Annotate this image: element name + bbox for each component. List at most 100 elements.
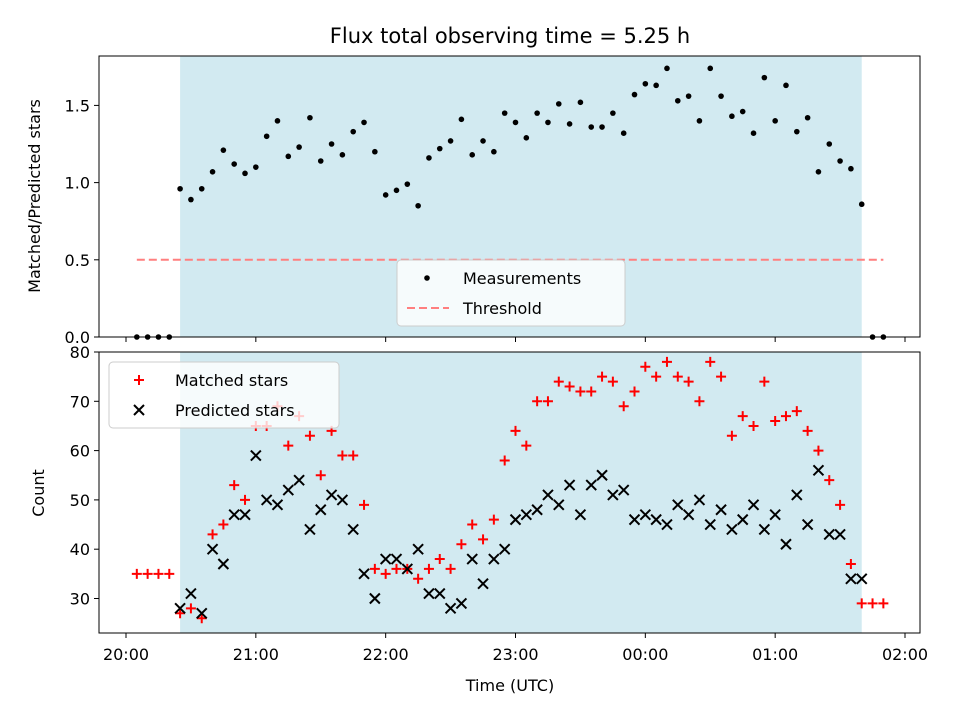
y-tick-label: 80 bbox=[70, 343, 90, 362]
data-point bbox=[729, 113, 735, 120]
data-point bbox=[531, 504, 543, 516]
data-point bbox=[304, 430, 315, 441]
data-point bbox=[867, 598, 878, 609]
data-point bbox=[478, 534, 489, 545]
data-point bbox=[566, 121, 573, 127]
data-point bbox=[467, 519, 478, 530]
data-point bbox=[683, 376, 694, 387]
data-point bbox=[293, 474, 305, 486]
data-point bbox=[780, 538, 792, 550]
data-point bbox=[685, 93, 692, 99]
legend-label: Threshold bbox=[462, 299, 542, 318]
data-point bbox=[564, 381, 575, 392]
bottom-plot-area bbox=[131, 356, 889, 624]
data-point bbox=[563, 479, 576, 491]
x-tick-label: 01:00 bbox=[752, 645, 798, 664]
data-point bbox=[837, 158, 843, 164]
data-point bbox=[307, 114, 313, 121]
data-point bbox=[382, 192, 389, 198]
data-point bbox=[586, 386, 597, 397]
data-point bbox=[542, 489, 554, 501]
data-point bbox=[488, 553, 500, 565]
x-tick-label: 20:00 bbox=[103, 645, 149, 664]
data-point bbox=[650, 513, 662, 526]
data-point bbox=[369, 592, 381, 605]
data-point bbox=[185, 603, 196, 614]
data-point bbox=[198, 185, 205, 192]
data-point bbox=[296, 144, 302, 150]
data-point bbox=[188, 196, 194, 203]
data-point bbox=[610, 110, 616, 116]
data-point bbox=[350, 128, 357, 135]
data-point bbox=[856, 598, 867, 609]
data-point bbox=[707, 65, 714, 72]
data-point bbox=[274, 118, 281, 124]
data-point bbox=[545, 119, 551, 126]
data-point bbox=[585, 479, 597, 491]
data-point bbox=[618, 401, 629, 412]
data-point bbox=[436, 145, 443, 152]
data-point bbox=[664, 65, 670, 72]
data-point bbox=[239, 508, 251, 521]
data-point bbox=[142, 568, 153, 579]
data-point bbox=[390, 553, 403, 565]
y-tick-label: 60 bbox=[70, 442, 90, 461]
data-point bbox=[477, 577, 489, 590]
series-1 bbox=[174, 449, 868, 619]
data-point bbox=[317, 158, 324, 164]
data-point bbox=[393, 187, 400, 194]
legend-swatch bbox=[424, 275, 430, 281]
data-point bbox=[131, 568, 142, 579]
data-point bbox=[271, 499, 284, 511]
data-point bbox=[780, 411, 791, 422]
data-point bbox=[845, 573, 857, 585]
x-axis-label: Time (UTC) bbox=[465, 676, 554, 695]
data-point bbox=[458, 116, 465, 123]
data-point bbox=[358, 568, 370, 580]
data-point bbox=[423, 587, 435, 600]
data-point bbox=[263, 133, 270, 140]
data-point bbox=[574, 508, 587, 521]
data-point bbox=[628, 513, 641, 526]
data-point bbox=[739, 108, 746, 115]
axes-frame bbox=[98, 55, 921, 338]
data-point bbox=[523, 135, 530, 141]
data-point bbox=[856, 573, 868, 585]
data-point bbox=[599, 124, 605, 130]
data-point bbox=[325, 489, 338, 501]
data-point bbox=[510, 425, 521, 436]
data-point bbox=[164, 568, 175, 579]
y-tick-label: 1.0 bbox=[65, 174, 90, 193]
data-point bbox=[196, 607, 208, 619]
data-point bbox=[359, 499, 370, 510]
data-point bbox=[693, 494, 706, 506]
data-point bbox=[737, 513, 749, 526]
data-point bbox=[512, 119, 519, 126]
data-point bbox=[607, 489, 619, 501]
data-point bbox=[804, 114, 811, 121]
data-point bbox=[361, 119, 367, 126]
y-tick-label: 50 bbox=[70, 491, 90, 510]
series-0 bbox=[134, 65, 887, 340]
data-point bbox=[253, 164, 259, 170]
data-point bbox=[704, 518, 716, 531]
data-point bbox=[283, 440, 294, 451]
data-point bbox=[607, 376, 618, 387]
data-point bbox=[542, 396, 553, 407]
data-point bbox=[682, 508, 695, 521]
data-point bbox=[445, 563, 456, 574]
data-point bbox=[631, 91, 638, 98]
data-point bbox=[651, 371, 662, 382]
data-point bbox=[553, 499, 565, 511]
data-point bbox=[758, 523, 771, 536]
x-tick-label: 00:00 bbox=[622, 645, 668, 664]
x-tick-label: 23:00 bbox=[492, 645, 538, 664]
data-point bbox=[750, 130, 757, 136]
data-point bbox=[285, 153, 292, 160]
data-point bbox=[748, 420, 759, 431]
data-point bbox=[694, 396, 705, 407]
data-point bbox=[499, 455, 510, 466]
data-point bbox=[328, 141, 335, 147]
data-point bbox=[761, 74, 768, 81]
